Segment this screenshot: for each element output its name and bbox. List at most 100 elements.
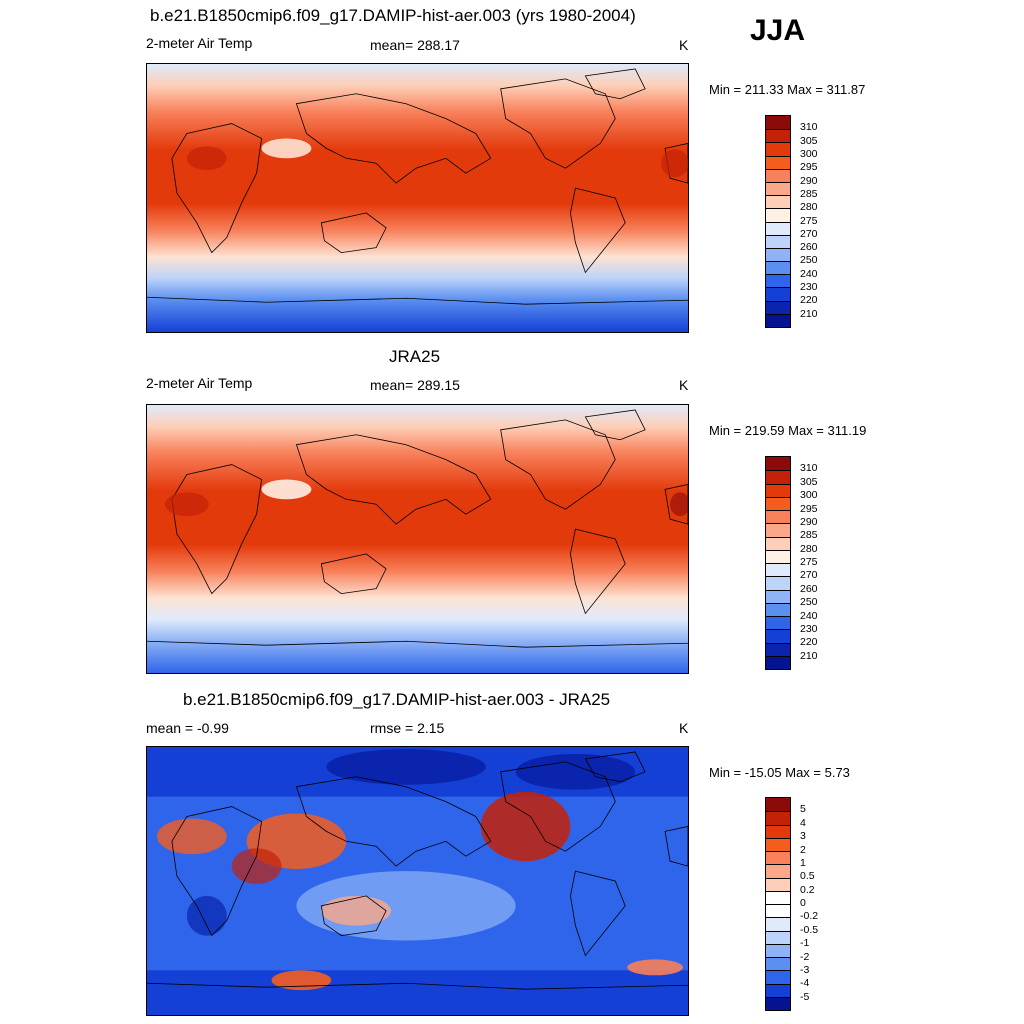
- colorbar-tick-label: 275: [800, 214, 818, 227]
- panel-1-title: b.e21.B1850cmip6.f09_g17.DAMIP-hist-aer.…: [150, 6, 636, 25]
- colorbar-swatch: [766, 221, 790, 235]
- colorbar-tick-label: 3: [800, 830, 806, 843]
- colorbar-swatch: [766, 824, 790, 838]
- colorbar-swatch: [766, 957, 790, 971]
- colorbar-tick-label: -1: [800, 937, 810, 950]
- colorbar-tick-label: 230: [800, 622, 818, 635]
- panel-3-mean-label: mean = -0.99: [146, 720, 229, 736]
- colorbar-tick-label: 300: [800, 147, 818, 160]
- colorbar-tick-label: 280: [800, 201, 818, 214]
- panel-1-units: K: [679, 37, 689, 53]
- colorbar-swatch: [766, 576, 790, 590]
- colorbar-swatch: [766, 917, 790, 931]
- colorbar-tick-label: -2: [800, 950, 810, 963]
- panel-3-units: K: [679, 720, 689, 736]
- colorbar-tick-label: 270: [800, 227, 818, 240]
- colorbar-swatch: [766, 470, 790, 484]
- colorbar-swatch: [766, 983, 790, 997]
- colorbar-swatch: [766, 970, 790, 984]
- colorbar-swatch: [766, 300, 790, 314]
- panel-1-variable-label: 2-meter Air Temp: [146, 35, 253, 51]
- colorbar-tick-label: 290: [800, 515, 818, 528]
- colorbar-tick-label: 260: [800, 241, 818, 254]
- panel-2-mean-label: mean= 289.15: [370, 377, 460, 393]
- continent-outline-icon: [295, 434, 492, 525]
- colorbar-swatch: [766, 930, 790, 944]
- colorbar-swatch: [766, 313, 790, 327]
- panel-1-mean-label: mean= 288.17: [370, 37, 460, 53]
- colorbar-swatch: [766, 798, 790, 812]
- colorbar-tick-label: 310: [800, 462, 818, 475]
- colorbar-swatch: [766, 655, 790, 669]
- panel-2-map: [146, 404, 689, 674]
- colorbar-swatch: [766, 274, 790, 288]
- colorbar-tick-label: 0.5: [800, 870, 815, 883]
- colorbar-tick-label: 260: [800, 582, 818, 595]
- colorbar-tick-label: 285: [800, 529, 818, 542]
- colorbar-swatch: [766, 602, 790, 616]
- colorbar-swatch: [766, 195, 790, 209]
- panel-1-map: [146, 63, 689, 333]
- colorbar-swatch: [766, 155, 790, 169]
- colorbar-swatch: [766, 837, 790, 851]
- panel-2-title: JRA25: [389, 347, 441, 366]
- panel-3-title: b.e21.B1850cmip6.f09_g17.DAMIP-hist-aer.…: [183, 690, 611, 709]
- colorbar-tick-label: 285: [800, 187, 818, 200]
- colorbar-swatch: [766, 904, 790, 918]
- colorbar-tick-label: 295: [800, 161, 818, 174]
- colorbar-swatch: [766, 536, 790, 550]
- colorbar-tick-label: 250: [800, 254, 818, 267]
- colorbar-swatch: [766, 523, 790, 537]
- colorbar-swatch: [766, 142, 790, 156]
- colorbar-tick-label: 310: [800, 121, 818, 134]
- colorbar-swatch: [766, 877, 790, 891]
- season-label: JJA: [750, 14, 806, 47]
- colorbar-tick-label: 240: [800, 609, 818, 622]
- colorbar-swatch: [766, 616, 790, 630]
- colorbar-tick-label: 250: [800, 596, 818, 609]
- colorbar-tick-label: -3: [800, 963, 810, 976]
- colorbar-swatch: [766, 563, 790, 577]
- colorbar-swatch: [766, 116, 790, 130]
- colorbar-swatch: [766, 549, 790, 563]
- colorbar-tick-label: 240: [800, 267, 818, 280]
- colorbar-swatch: [766, 864, 790, 878]
- colorbar-tick-label: 270: [800, 569, 818, 582]
- colorbar-tick-label: 1: [800, 856, 806, 869]
- colorbar-swatch: [766, 247, 790, 262]
- colorbar-tick-label: 4: [800, 816, 806, 829]
- continent-outline-icon: [295, 776, 492, 867]
- colorbar-tick-label: 295: [800, 502, 818, 515]
- colorbar-swatch: [766, 890, 790, 904]
- panel-2-colorbar: [765, 456, 791, 670]
- colorbar-tick-label: 2: [800, 843, 806, 856]
- colorbar-swatch: [766, 496, 790, 510]
- panel-3-map: [146, 746, 689, 1016]
- colorbar-tick-label: 305: [800, 475, 818, 488]
- colorbar-tick-label: 220: [800, 294, 818, 307]
- continent-outline-icon: [295, 93, 492, 184]
- colorbar-tick-label: 5: [800, 803, 806, 816]
- colorbar-tick-label: -5: [800, 990, 810, 1003]
- panel-1-colorbar: [765, 115, 791, 328]
- colorbar-swatch: [766, 589, 790, 603]
- panel-1-minmax: Min = 211.33 Max = 311.87: [709, 82, 866, 97]
- colorbar-swatch: [766, 851, 790, 865]
- colorbar-swatch: [766, 181, 790, 196]
- colorbar-swatch: [766, 208, 790, 222]
- colorbar-tick-label: 230: [800, 281, 818, 294]
- panel-2-units: K: [679, 377, 689, 393]
- colorbar-swatch: [766, 483, 790, 497]
- panel-3-rmse-label: rmse = 2.15: [370, 720, 445, 736]
- colorbar-swatch: [766, 943, 790, 957]
- colorbar-tick-label: 0: [800, 897, 806, 909]
- panel-3-minmax: Min = -15.05 Max = 5.73: [709, 765, 850, 780]
- colorbar-swatch: [766, 457, 790, 471]
- colorbar-swatch: [766, 261, 790, 275]
- colorbar-tick-label: 0.2: [800, 883, 815, 896]
- colorbar-tick-label: -0.2: [800, 910, 819, 923]
- colorbar-tick-label: 280: [800, 542, 818, 555]
- colorbar-tick-label: -0.5: [800, 923, 819, 936]
- colorbar-tick-label: 210: [800, 649, 818, 662]
- colorbar-swatch: [766, 996, 790, 1010]
